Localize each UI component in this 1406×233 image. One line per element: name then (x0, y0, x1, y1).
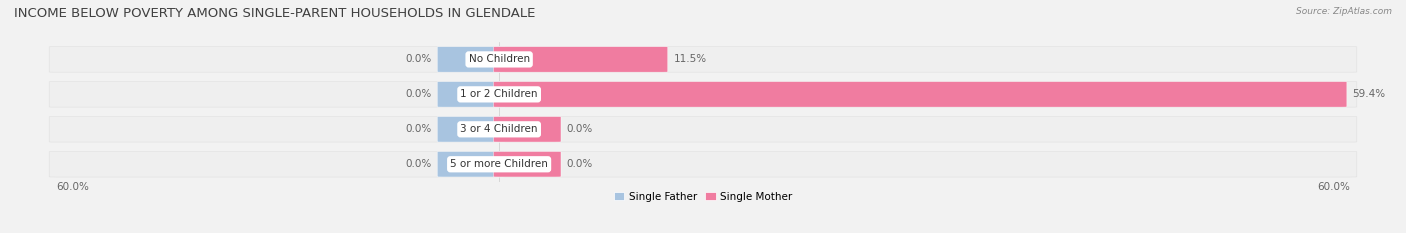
FancyBboxPatch shape (437, 151, 505, 177)
FancyBboxPatch shape (49, 47, 1357, 72)
Text: 0.0%: 0.0% (405, 124, 432, 134)
Text: 3 or 4 Children: 3 or 4 Children (460, 124, 538, 134)
Text: 0.0%: 0.0% (405, 55, 432, 64)
Text: 60.0%: 60.0% (56, 182, 89, 192)
Text: 0.0%: 0.0% (405, 159, 432, 169)
FancyBboxPatch shape (49, 151, 1357, 177)
Text: 0.0%: 0.0% (405, 89, 432, 99)
FancyBboxPatch shape (437, 116, 505, 142)
FancyBboxPatch shape (494, 116, 561, 142)
Legend: Single Father, Single Mother: Single Father, Single Mother (614, 192, 792, 202)
Text: 5 or more Children: 5 or more Children (450, 159, 548, 169)
Text: 1 or 2 Children: 1 or 2 Children (460, 89, 538, 99)
Text: 59.4%: 59.4% (1353, 89, 1386, 99)
FancyBboxPatch shape (437, 47, 505, 72)
Text: No Children: No Children (468, 55, 530, 64)
FancyBboxPatch shape (494, 82, 1347, 107)
Text: 11.5%: 11.5% (673, 55, 707, 64)
FancyBboxPatch shape (49, 82, 1357, 107)
Text: 0.0%: 0.0% (567, 124, 593, 134)
Text: INCOME BELOW POVERTY AMONG SINGLE-PARENT HOUSEHOLDS IN GLENDALE: INCOME BELOW POVERTY AMONG SINGLE-PARENT… (14, 7, 536, 20)
FancyBboxPatch shape (494, 47, 668, 72)
Text: Source: ZipAtlas.com: Source: ZipAtlas.com (1296, 7, 1392, 16)
FancyBboxPatch shape (437, 82, 505, 107)
FancyBboxPatch shape (49, 116, 1357, 142)
Text: 0.0%: 0.0% (567, 159, 593, 169)
FancyBboxPatch shape (494, 151, 561, 177)
Text: 60.0%: 60.0% (1317, 182, 1350, 192)
